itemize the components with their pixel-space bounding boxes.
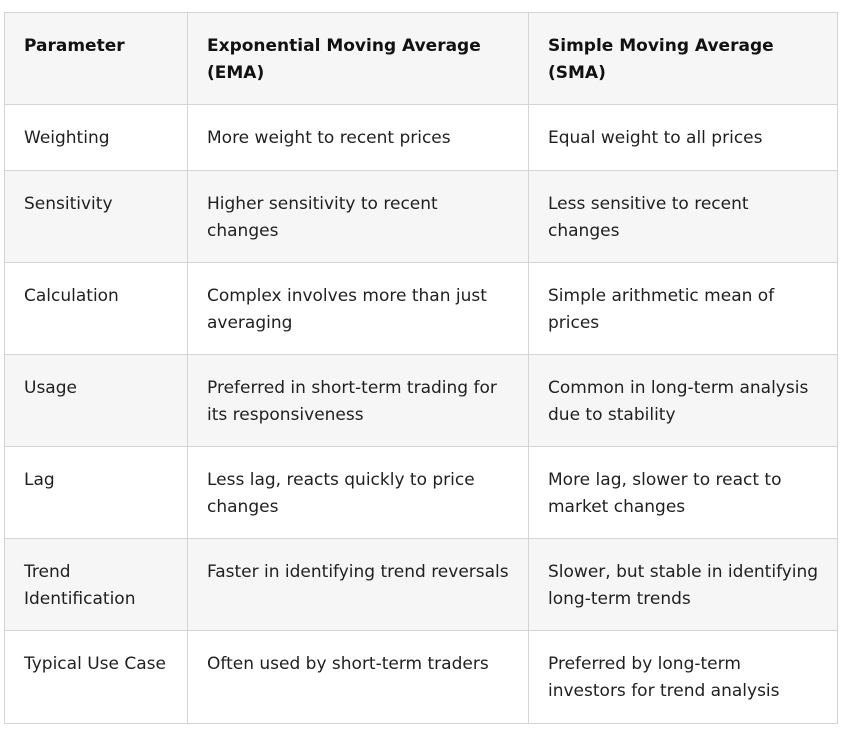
table-header-row: Parameter Exponential Moving Average (EM… bbox=[4, 12, 838, 105]
row-sma-cell: More lag, slower to react to market chan… bbox=[528, 446, 838, 539]
table-row: Sensitivity Higher sensitivity to recent… bbox=[4, 170, 838, 263]
row-parameter-cell: Usage bbox=[4, 354, 188, 447]
table-row: Weighting More weight to recent prices E… bbox=[4, 104, 838, 171]
table-row: Lag Less lag, reacts quickly to price ch… bbox=[4, 446, 838, 539]
row-parameter-cell: Typical Use Case bbox=[4, 630, 188, 724]
row-ema-cell: Often used by short-term traders bbox=[187, 630, 529, 724]
table-row: Calculation Complex involves more than j… bbox=[4, 262, 838, 355]
row-sma-cell: Less sensitive to recent changes bbox=[528, 170, 838, 263]
row-parameter-cell: Weighting bbox=[4, 104, 188, 171]
row-ema-cell: Higher sensitivity to recent changes bbox=[187, 170, 529, 263]
row-sma-cell: Common in long-term analysis due to stab… bbox=[528, 354, 838, 447]
row-ema-cell: More weight to recent prices bbox=[187, 104, 529, 171]
row-parameter-cell: Calculation bbox=[4, 262, 188, 355]
row-ema-cell: Preferred in short-term trading for its … bbox=[187, 354, 529, 447]
header-parameter: Parameter bbox=[4, 12, 188, 105]
row-sma-cell: Preferred by long-term investors for tre… bbox=[528, 630, 838, 724]
header-ema: Exponential Moving Average (EMA) bbox=[187, 12, 529, 105]
table-row: Trend Identification Faster in identifyi… bbox=[4, 538, 838, 631]
row-ema-cell: Complex involves more than just averagin… bbox=[187, 262, 529, 355]
table-row: Typical Use Case Often used by short-ter… bbox=[4, 630, 838, 724]
row-sma-cell: Equal weight to all prices bbox=[528, 104, 838, 171]
row-parameter-cell: Trend Identification bbox=[4, 538, 188, 631]
row-sma-cell: Slower, but stable in identifying long-t… bbox=[528, 538, 838, 631]
row-parameter-cell: Lag bbox=[4, 446, 188, 539]
row-ema-cell: Less lag, reacts quickly to price change… bbox=[187, 446, 529, 539]
row-parameter-cell: Sensitivity bbox=[4, 170, 188, 263]
comparison-table: Parameter Exponential Moving Average (EM… bbox=[4, 12, 838, 724]
header-sma: Simple Moving Average (SMA) bbox=[528, 12, 838, 105]
table-row: Usage Preferred in short-term trading fo… bbox=[4, 354, 838, 447]
row-ema-cell: Faster in identifying trend reversals bbox=[187, 538, 529, 631]
row-sma-cell: Simple arithmetic mean of prices bbox=[528, 262, 838, 355]
